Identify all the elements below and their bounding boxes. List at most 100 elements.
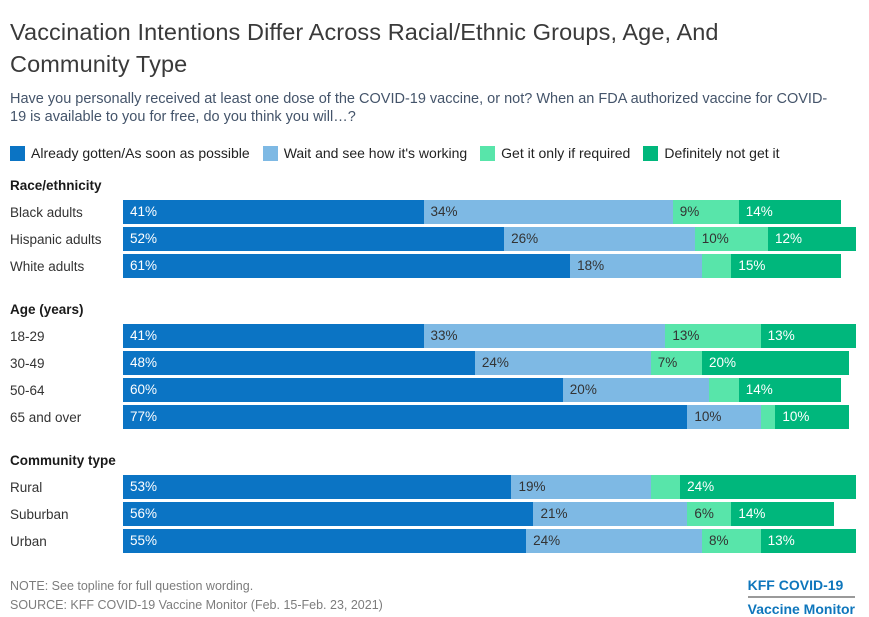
footer: NOTE: See topline for full question word…	[10, 577, 857, 617]
section-title: Age (years)	[10, 302, 84, 318]
bar-row-label: 65 and over	[10, 409, 82, 425]
bar-row-label: 18-29	[10, 328, 45, 344]
bar-track: 48% 24% 7% 20%	[123, 351, 856, 376]
bar-segment: 10%	[775, 405, 849, 430]
bar-row-label: Hispanic adults	[10, 231, 102, 247]
bar-segment	[702, 254, 732, 279]
legend-swatch-icon-1	[262, 145, 278, 161]
kff-vaccine-monitor-logo[interactable]: KFF COVID-19 Vaccine Monitor	[747, 577, 855, 617]
bar-row: Black adults 41% 34% 9% 14%	[10, 200, 857, 225]
bar-row: Hispanic adults 52% 26% 10% 12%	[10, 227, 857, 252]
bar-segment: 24%	[474, 351, 651, 376]
bar-segment: 56%	[123, 502, 534, 527]
legend-item: Definitely not get it	[643, 145, 780, 162]
bar-segment: 55%	[123, 529, 527, 554]
bar-track: 53% 19% 24%	[123, 475, 856, 500]
legend-item: Wait and see how it's working	[262, 145, 468, 162]
bar-segment: 20%	[702, 351, 849, 376]
legend-item-label: Already gotten/As soon as possible	[31, 145, 250, 162]
bar-track: 56% 21% 6% 14%	[123, 502, 856, 527]
bar-track: 41% 34% 9% 14%	[123, 200, 856, 225]
bar-segment: 20%	[562, 378, 710, 403]
bar-segment: 7%	[650, 351, 703, 376]
bar-segment: 14%	[731, 502, 834, 527]
bar-row-label: Urban	[10, 533, 47, 549]
chart-subtitle: Have you personally received at least on…	[10, 90, 828, 126]
legend-swatch-icon-0	[10, 145, 25, 161]
bar-segment: 10%	[694, 227, 769, 252]
bar-row: Rural 53% 19% 24%	[10, 475, 857, 500]
section-rows: 18-29 41% 33% 13% 13% 30-49 48% 24% 7% 20% 50-…	[10, 324, 857, 430]
bar-track: 60% 20% 14%	[123, 378, 856, 403]
bar-track: 41% 33% 13% 13%	[123, 324, 856, 349]
bar-segment: 13%	[760, 529, 856, 554]
chart-title: Vaccination Intentions Differ Across Rac…	[10, 19, 719, 78]
bar-row-label: Rural	[10, 479, 43, 495]
bar-segment: 53%	[123, 475, 512, 500]
bar-track: 61% 18% 15%	[123, 254, 856, 279]
bar-track: 52% 26% 10% 12%	[123, 227, 856, 252]
legend-item-label: Wait and see how it's working	[283, 145, 468, 162]
bar-segment: 24%	[680, 475, 856, 500]
bar-segment: 60%	[123, 378, 563, 403]
bar-segment: 77%	[123, 405, 688, 430]
bar-track: 55% 24% 8% 13%	[123, 529, 856, 554]
bar-segment: 18%	[570, 254, 703, 279]
bar-row: 30-49 48% 24% 7% 20%	[10, 351, 857, 376]
bar-segment: 61%	[123, 254, 571, 279]
source-line: SOURCE: KFF COVID-19 Vaccine Monitor (Fe…	[10, 597, 383, 612]
chart-section: Age (years) 18-29 41% 33% 13% 13% 30-49 48%…	[10, 302, 857, 430]
bar-segment	[709, 378, 739, 403]
bar-segment: 13%	[760, 324, 856, 349]
bar-segment: 26%	[504, 227, 695, 252]
bar-track: 77% 10% 10%	[123, 405, 856, 430]
bar-row: Suburban 56% 21% 6% 14%	[10, 502, 857, 527]
bar-row-label: White adults	[10, 258, 85, 274]
bar-segment: 9%	[672, 200, 739, 225]
legend-item-label: Definitely not get it	[664, 145, 780, 162]
bar-segment: 12%	[768, 227, 856, 252]
bar-row-label: 50-64	[10, 382, 45, 398]
bar-segment: 8%	[702, 529, 761, 554]
bar-segment: 24%	[526, 529, 703, 554]
footer-notes: NOTE: See topline for full question word…	[10, 577, 383, 613]
bar-segment: 19%	[511, 475, 651, 500]
bar-segment: 15%	[731, 254, 842, 279]
chart-body: Race/ethnicity Black adults 41% 34% 9% 14% …	[10, 178, 857, 554]
logo-line1: KFF COVID-19	[747, 577, 855, 599]
bar-segment: 41%	[123, 324, 424, 349]
section-title: Community type	[10, 453, 116, 469]
chart-section: Race/ethnicity Black adults 41% 34% 9% 14% …	[10, 178, 857, 279]
bar-segment	[650, 475, 681, 500]
note-line: NOTE: See topline for full question word…	[10, 579, 254, 594]
bar-segment: 6%	[687, 502, 732, 527]
bar-segment: 10%	[687, 405, 761, 430]
bar-segment: 14%	[738, 378, 842, 403]
bar-segment: 33%	[423, 324, 666, 349]
bar-row: White adults 61% 18% 15%	[10, 254, 857, 279]
legend-item: Already gotten/As soon as possible	[10, 145, 250, 161]
logo-line2: Vaccine Monitor	[747, 601, 855, 617]
section-title: Race/ethnicity	[10, 178, 102, 194]
section-rows: Black adults 41% 34% 9% 14% Hispanic adults…	[10, 200, 857, 279]
legend: Already gotten/As soon as possible Wait …	[10, 145, 857, 161]
bar-row: 65 and over 77% 10% 10%	[10, 405, 857, 430]
bar-segment	[760, 405, 776, 430]
bar-row: 18-29 41% 33% 13% 13%	[10, 324, 857, 349]
bar-segment: 52%	[123, 227, 505, 252]
bar-segment: 13%	[665, 324, 761, 349]
bar-row: Urban 55% 24% 8% 13%	[10, 529, 857, 554]
legend-item: Get it only if required	[480, 145, 630, 161]
bar-row-label: 30-49	[10, 355, 45, 371]
bar-segment: 41%	[123, 200, 424, 225]
bar-row-label: Black adults	[10, 204, 83, 220]
bar-segment: 14%	[738, 200, 842, 225]
bar-segment: 21%	[533, 502, 688, 527]
chart-section: Community type Rural 53% 19% 24% Suburban …	[10, 453, 857, 554]
bar-segment: 48%	[123, 351, 475, 376]
legend-item-label: Get it only if required	[501, 145, 631, 162]
bar-row-label: Suburban	[10, 506, 69, 522]
bar-row: 50-64 60% 20% 14%	[10, 378, 857, 403]
legend-swatch-icon-3	[643, 145, 659, 161]
